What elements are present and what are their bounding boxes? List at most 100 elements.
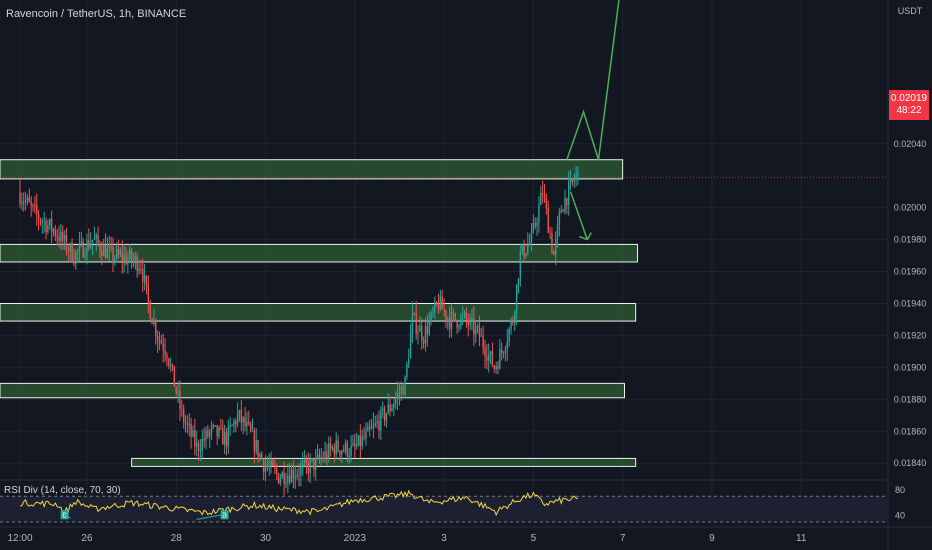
candle-body[interactable] — [121, 252, 123, 262]
candle-body[interactable] — [78, 243, 81, 251]
support-resistance-zone[interactable] — [131, 457, 637, 467]
candle-body[interactable] — [97, 235, 99, 244]
candle-body[interactable] — [197, 442, 200, 451]
candle-body[interactable] — [532, 223, 535, 232]
candle-body[interactable] — [350, 445, 352, 456]
candle-body[interactable] — [266, 465, 269, 467]
candle-body[interactable] — [469, 318, 471, 326]
candle-body[interactable] — [149, 301, 151, 319]
candle-body[interactable] — [527, 244, 529, 254]
candle-body[interactable] — [123, 255, 125, 262]
candle-body[interactable] — [504, 349, 507, 354]
candle-body[interactable] — [434, 302, 436, 312]
candle-body[interactable] — [441, 296, 443, 310]
candle-body[interactable] — [528, 241, 531, 245]
candle-body[interactable] — [184, 422, 187, 424]
candle-body[interactable] — [506, 341, 509, 350]
candle-body[interactable] — [190, 423, 192, 437]
candle-body[interactable] — [147, 284, 150, 302]
candle-body[interactable] — [289, 475, 291, 483]
candle-body[interactable] — [378, 421, 380, 431]
candle-body[interactable] — [486, 356, 488, 361]
candle-body[interactable] — [26, 197, 29, 201]
candle-body[interactable] — [101, 251, 103, 257]
candle-body[interactable] — [501, 349, 503, 353]
candle-body[interactable] — [530, 231, 533, 242]
candle-body[interactable] — [359, 435, 362, 447]
candle-body[interactable] — [365, 431, 367, 439]
candle-body[interactable] — [88, 239, 90, 248]
candle-body[interactable] — [251, 430, 254, 432]
candle-body[interactable] — [129, 250, 131, 259]
candle-body[interactable] — [214, 425, 216, 427]
candle-body[interactable] — [422, 340, 425, 344]
candle-body[interactable] — [417, 331, 419, 334]
candle-body[interactable] — [279, 478, 282, 484]
candle-body[interactable] — [329, 443, 332, 449]
candle-body[interactable] — [205, 430, 207, 441]
candle-body[interactable] — [318, 454, 321, 459]
candle-body[interactable] — [112, 246, 114, 261]
projection-up-path[interactable] — [566, 0, 620, 160]
candle-body[interactable] — [566, 198, 568, 206]
candle-body[interactable] — [571, 179, 574, 182]
candle-body[interactable] — [242, 417, 244, 423]
candle-body[interactable] — [116, 249, 118, 259]
projection-down-path[interactable] — [569, 191, 589, 240]
candle-body[interactable] — [65, 235, 68, 251]
candle-body[interactable] — [134, 256, 137, 260]
candle-body[interactable] — [408, 358, 410, 365]
candle-body[interactable] — [246, 421, 248, 426]
candle-body[interactable] — [382, 408, 384, 411]
candle-body[interactable] — [281, 472, 283, 479]
candle-body[interactable] — [515, 284, 518, 313]
candle-body[interactable] — [467, 320, 469, 326]
candle-body[interactable] — [326, 451, 328, 459]
candle-body[interactable] — [519, 252, 522, 280]
candle-body[interactable] — [573, 180, 575, 182]
candle-body[interactable] — [547, 207, 549, 233]
candle-body[interactable] — [538, 204, 540, 223]
candle-body[interactable] — [428, 321, 430, 335]
candle-body[interactable] — [480, 335, 482, 337]
candle-body[interactable] — [461, 315, 464, 317]
candle-body[interactable] — [236, 412, 239, 425]
candle-body[interactable] — [372, 424, 375, 428]
candle-body[interactable] — [395, 398, 397, 404]
candle-body[interactable] — [30, 202, 32, 205]
candle-body[interactable] — [41, 221, 44, 223]
candle-body[interactable] — [545, 197, 548, 208]
candle-body[interactable] — [37, 214, 40, 220]
candle-body[interactable] — [331, 447, 334, 449]
candle-body[interactable] — [45, 220, 47, 233]
candle-body[interactable] — [138, 268, 140, 272]
candle-body[interactable] — [218, 427, 220, 437]
candle-body[interactable] — [383, 408, 386, 421]
candle-body[interactable] — [458, 326, 460, 328]
candle-body[interactable] — [58, 237, 60, 242]
candle-body[interactable] — [249, 423, 252, 432]
candle-body[interactable] — [272, 460, 274, 466]
candle-body[interactable] — [21, 202, 23, 204]
candle-body[interactable] — [127, 258, 129, 264]
candle-body[interactable] — [452, 311, 455, 313]
candle-body[interactable] — [262, 459, 265, 472]
candle-body[interactable] — [413, 313, 416, 315]
rsi-indicator-label[interactable]: RSI Div (14, close, 70, 30) — [4, 485, 121, 496]
candle-body[interactable] — [177, 391, 179, 394]
candle-body[interactable] — [207, 430, 209, 437]
candle-body[interactable] — [471, 318, 473, 320]
candle-body[interactable] — [186, 423, 189, 425]
candle-body[interactable] — [437, 304, 440, 310]
candle-body[interactable] — [553, 251, 555, 255]
candle-body[interactable] — [484, 347, 486, 357]
candle-body[interactable] — [104, 245, 107, 259]
candle-body[interactable] — [62, 231, 64, 241]
candle-body[interactable] — [426, 326, 429, 335]
candle-body[interactable] — [556, 224, 559, 239]
candle-body[interactable] — [460, 316, 462, 327]
candle-body[interactable] — [363, 436, 365, 439]
candle-body[interactable] — [171, 364, 174, 366]
candle-body[interactable] — [125, 255, 127, 264]
